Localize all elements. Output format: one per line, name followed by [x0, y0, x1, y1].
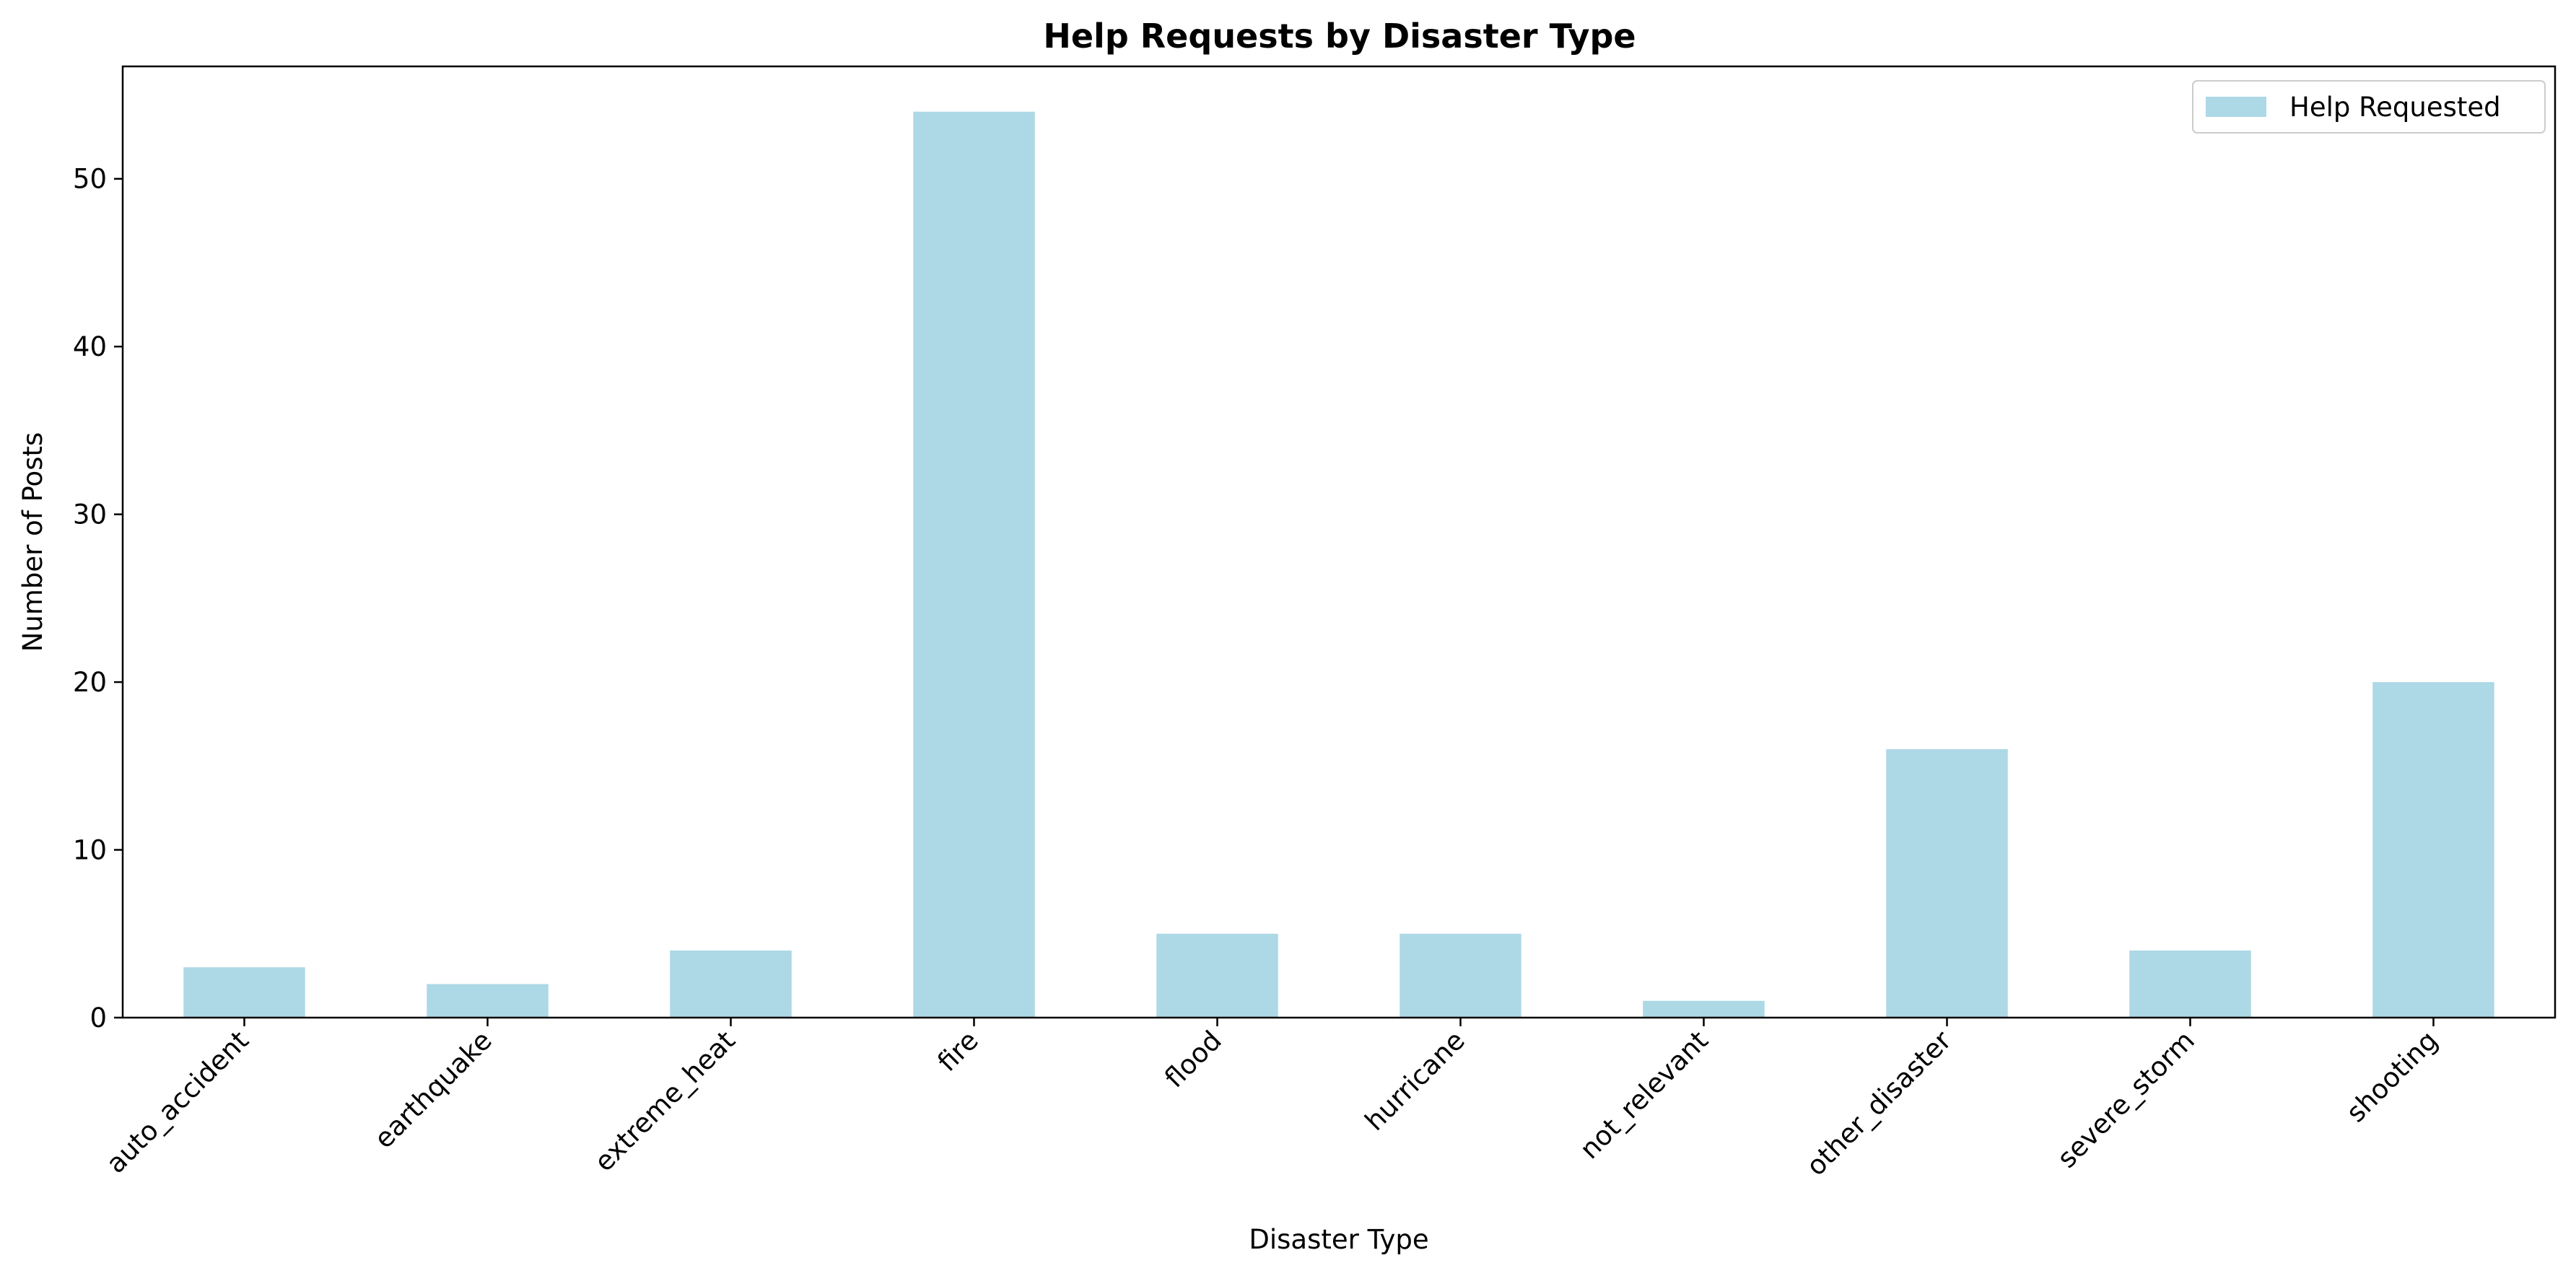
y-axis: 0 10 20 30 40 50	[73, 164, 123, 1034]
plot-frame	[121, 65, 2557, 1019]
bar-flood	[1156, 933, 1278, 1018]
y-tick-label: 20	[73, 667, 107, 698]
bars-group	[183, 111, 2494, 1018]
bar-hurricane	[1400, 933, 1521, 1018]
y-axis-label: Number of Posts	[17, 432, 48, 652]
bar-not-relevant	[1643, 1000, 1765, 1018]
y-tick-label: 10	[73, 835, 107, 866]
legend: Help Requested	[2192, 80, 2546, 134]
bar-fire	[913, 111, 1035, 1018]
y-tick-label: 50	[73, 164, 107, 195]
y-tick-label: 0	[89, 1002, 107, 1034]
y-tick-label: 30	[73, 499, 107, 530]
bar-other-disaster	[1886, 749, 2008, 1018]
y-tick-label: 40	[73, 331, 107, 362]
bar-extreme-heat	[670, 951, 792, 1018]
bar-earthquake	[427, 984, 549, 1018]
legend-swatch	[2206, 97, 2266, 117]
bar-severe-storm	[2129, 951, 2251, 1018]
x-axis-label: Disaster Type	[1249, 1224, 1428, 1255]
bar-shooting	[2372, 682, 2494, 1018]
legend-entry-help-requested: Help Requested	[2289, 92, 2501, 123]
chart-title: Help Requests by Disaster Type	[1043, 17, 1636, 56]
legend-box	[2192, 80, 2546, 134]
bar-auto-accident	[183, 967, 305, 1018]
